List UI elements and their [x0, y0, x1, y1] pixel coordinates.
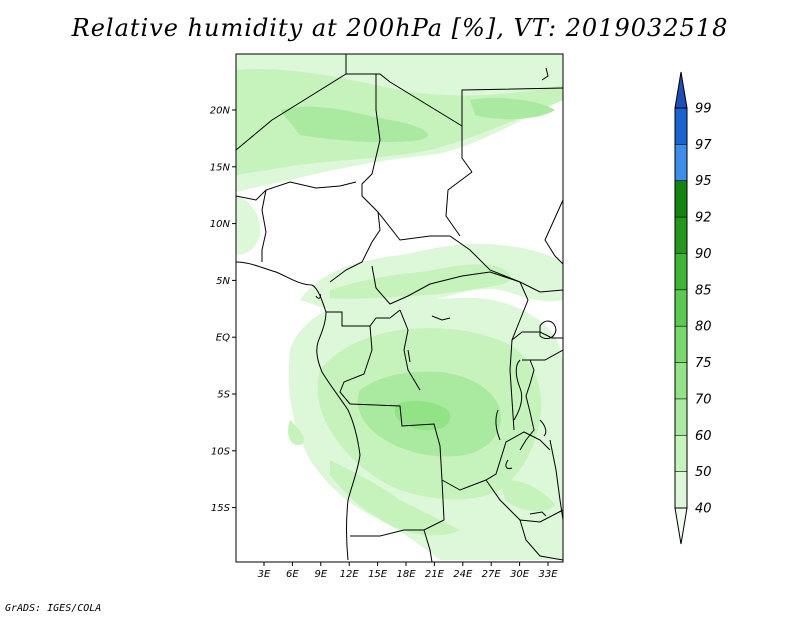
lat-tick-label: 10N: [210, 219, 231, 230]
colorbar-label: 85: [695, 283, 712, 298]
humidity-field: [236, 54, 563, 560]
colorbar-segment: [675, 144, 687, 181]
lon-tick-label: 24E: [453, 569, 473, 580]
colorbar-segment: [675, 435, 687, 472]
lon-tick-label: 12E: [340, 569, 360, 580]
colorbar-label: 60: [695, 429, 712, 444]
latitude-axis: 20N 15N 10N 5N EQ 5S 10S 15S: [210, 106, 236, 514]
lat-tick-label: 15S: [211, 503, 231, 514]
lon-tick-label: 30E: [510, 569, 530, 580]
colorbar-segment: [675, 326, 687, 363]
colorbar-label: 50: [695, 465, 712, 480]
lat-tick-label: 10S: [211, 446, 231, 457]
lon-tick-label: 6E: [286, 569, 299, 580]
lat-tick-label: EQ: [216, 333, 230, 344]
colorbar-segment: [675, 217, 687, 254]
lon-tick-label: 27E: [482, 569, 502, 580]
lat-tick-label: 15N: [210, 162, 231, 173]
colorbar-label: 70: [695, 392, 712, 407]
colorbar-segment: [675, 253, 687, 290]
colorbar-label: 80: [695, 320, 712, 335]
lon-tick-label: 9E: [314, 569, 327, 580]
lon-tick-label: 3E: [258, 569, 271, 580]
colorbar-label: 75: [695, 356, 712, 371]
colorbar-high-arrow: [674, 71, 688, 109]
colorbar-label: 90: [695, 247, 712, 262]
lon-tick-label: 18E: [396, 569, 416, 580]
lon-tick-label: 15E: [368, 569, 388, 580]
longitude-axis: 3E 6E 9E 12E 15E 18E 21E 24E 27E 30E 33E: [258, 562, 558, 580]
colorbar-low-arrow: [674, 507, 688, 545]
lat-tick-label: 5N: [216, 276, 230, 287]
colorbar-segment: [675, 289, 687, 327]
colorbar-label: 97: [695, 138, 712, 153]
colorbar-segment: [675, 108, 687, 145]
lon-tick-label: 33E: [538, 569, 558, 580]
credit-text: GrADS: IGES/COLA: [5, 603, 102, 614]
colorbar-label: 40: [695, 502, 712, 517]
colorbar-segment: [675, 471, 687, 508]
map-frame: [235, 53, 564, 563]
lon-tick-label: 21E: [425, 569, 445, 580]
colorbar-label: 99: [695, 102, 712, 117]
lat-tick-label: 5S: [217, 390, 230, 401]
colorbar: 40 50 60 70 75 80 85 90 92 95 97 99: [674, 71, 712, 545]
colorbar-segment: [675, 362, 687, 399]
colorbar-segment: [675, 398, 687, 436]
lat-tick-label: 20N: [210, 106, 231, 117]
colorbar-segment: [675, 180, 687, 218]
country-borders: [236, 54, 563, 562]
colorbar-label: 95: [695, 174, 712, 189]
map-title: Relative humidity at 200hPa [%], VT: 201…: [71, 14, 729, 42]
colorbar-label: 92: [695, 211, 712, 226]
